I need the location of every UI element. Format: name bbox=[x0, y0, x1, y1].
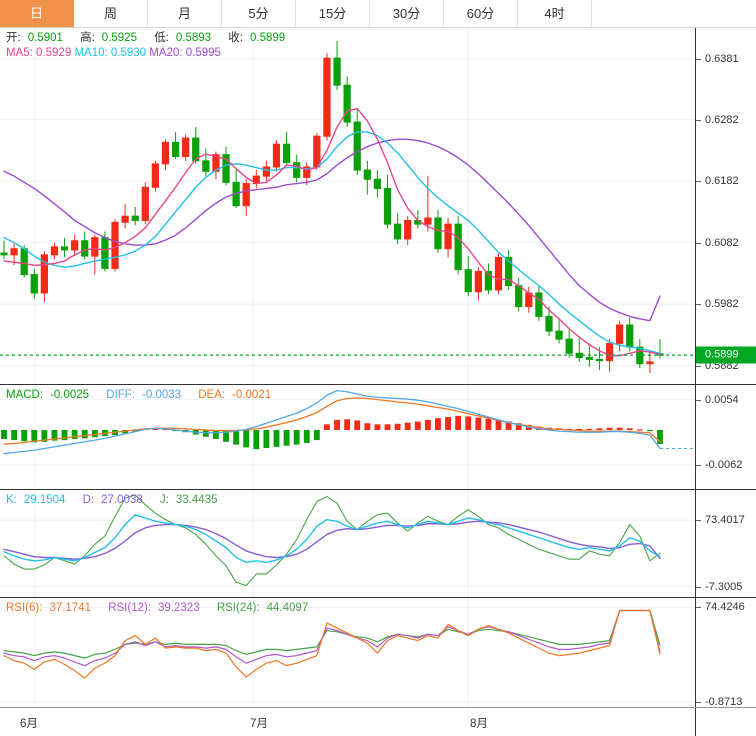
axis-tick-label: 74.4246 bbox=[705, 601, 745, 614]
kdj-plot-area[interactable] bbox=[0, 490, 695, 597]
price-plot-area[interactable] bbox=[0, 28, 695, 384]
price-legend-row1: 开: 0.5901 高: 0.5925 低: 0.5893 收: 0.5899 bbox=[6, 31, 299, 45]
axis-tick-label: 0.5982 bbox=[705, 298, 739, 311]
ma10-label: MA10: bbox=[74, 47, 108, 59]
open-label: 开: bbox=[6, 32, 21, 44]
kdj-axis: 73.4017 -7.3005 bbox=[695, 490, 756, 597]
tab-60min[interactable]: 60分 bbox=[444, 0, 518, 27]
time-axis: 6月 7月 8月 bbox=[0, 708, 756, 736]
price-axis: 0.6381 0.6282 0.6182 0.6082 0.5982 0.5882 0.58… bbox=[695, 28, 756, 384]
axis-tick bbox=[696, 242, 701, 244]
time-axis-label: 7月 bbox=[250, 718, 268, 730]
rsi12-label: RSI(12): bbox=[108, 602, 152, 614]
kdj-pane: K: 29.1504 D: 27.0038 J: 33.4435 73.4017 -7.… bbox=[0, 490, 756, 598]
open-value: 0.5901 bbox=[27, 32, 63, 44]
macd-legend: MACD: -0.0025 DIFF: -0.0033 DEA: -0.0021 bbox=[6, 388, 285, 402]
axis-tick bbox=[696, 520, 701, 522]
kdj-d-label: D: bbox=[82, 494, 95, 506]
diff-value: -0.0033 bbox=[142, 389, 182, 401]
tab-30min[interactable]: 30分 bbox=[370, 0, 444, 27]
rsi24-label: RSI(24): bbox=[216, 602, 260, 614]
axis-tick bbox=[696, 181, 701, 183]
macd-value: -0.0025 bbox=[50, 389, 90, 401]
price-legend-row2: MA5: 0.5929 MA10: 0.5930 MA20: 0.5995 bbox=[6, 46, 221, 60]
tabbar-filler bbox=[592, 0, 756, 27]
high-label: 高: bbox=[80, 32, 95, 44]
axis-tick-label: -0.0062 bbox=[705, 458, 743, 471]
axis-tick bbox=[696, 399, 701, 401]
dea-value: -0.0021 bbox=[232, 389, 272, 401]
rsi-legend: RSI(6): 37.1741 RSI(12): 39.2323 RSI(24): 4… bbox=[6, 601, 322, 615]
axis-tick-label: 73.4017 bbox=[705, 514, 745, 527]
current-price-badge: 0.5899 bbox=[696, 346, 756, 364]
axis-tick-label: 0.0054 bbox=[705, 393, 739, 406]
axis-tick-label: 0.6082 bbox=[705, 236, 739, 249]
time-axis-corner bbox=[695, 708, 756, 736]
diff-label: DIFF: bbox=[106, 389, 136, 401]
kdj-k-label: K: bbox=[6, 494, 17, 506]
rsi12-value: 39.2323 bbox=[158, 602, 200, 614]
close-value: 0.5899 bbox=[249, 32, 286, 44]
ma10-value: 0.5930 bbox=[110, 47, 147, 59]
rsi-axis: 74.4246 -0.8713 bbox=[695, 598, 756, 708]
rsi24-value: 44.4097 bbox=[266, 602, 309, 614]
kdj-legend: K: 29.1504 D: 27.0038 J: 33.4435 bbox=[6, 493, 231, 507]
kdj-d-value: 27.0038 bbox=[101, 494, 143, 506]
tab-5min[interactable]: 5分 bbox=[222, 0, 296, 27]
axis-tick bbox=[696, 586, 701, 588]
tab-day[interactable]: 日 bbox=[0, 0, 74, 27]
kdj-k-value: 29.1504 bbox=[23, 494, 66, 506]
kdj-j-label: J: bbox=[159, 494, 169, 506]
tab-4hour[interactable]: 4时 bbox=[518, 0, 592, 27]
axis-tick-label: 0.6381 bbox=[705, 52, 739, 65]
tab-month[interactable]: 月 bbox=[148, 0, 222, 27]
axis-tick bbox=[696, 701, 701, 703]
rsi6-value: 37.1741 bbox=[49, 602, 91, 614]
price-pane: 开: 0.5901 高: 0.5925 低: 0.5893 收: 0.5899 MA5:… bbox=[0, 28, 756, 385]
macd-pane: MACD: -0.0025 DIFF: -0.0033 DEA: -0.0021 0.… bbox=[0, 385, 756, 490]
axis-tick bbox=[696, 304, 701, 306]
kdj-j-value: 33.4435 bbox=[175, 494, 218, 506]
axis-tick bbox=[696, 365, 701, 367]
macd-axis: 0.0054 -0.0062 bbox=[695, 385, 756, 489]
axis-tick-label: -0.8713 bbox=[705, 695, 743, 708]
time-axis-labels: 6月 7月 8月 bbox=[0, 708, 695, 736]
axis-tick-label: 0.6182 bbox=[705, 175, 739, 188]
macd-label: MACD: bbox=[6, 389, 44, 401]
ma5-label: MA5: bbox=[6, 47, 33, 59]
tab-15min[interactable]: 15分 bbox=[296, 0, 370, 27]
high-value: 0.5925 bbox=[101, 32, 137, 44]
axis-tick bbox=[696, 119, 701, 121]
timeframe-tabbar: 日 周 月 5分 15分 30分 60分 4时 bbox=[0, 0, 756, 28]
time-axis-label: 6月 bbox=[20, 718, 38, 730]
axis-tick bbox=[696, 607, 701, 609]
low-label: 低: bbox=[154, 32, 169, 44]
low-value: 0.5893 bbox=[175, 32, 212, 44]
axis-tick bbox=[696, 58, 701, 60]
axis-tick-label: 0.6282 bbox=[705, 113, 739, 126]
rsi-plot-area[interactable] bbox=[0, 598, 695, 707]
ma5-value: 0.5929 bbox=[36, 47, 72, 59]
ma20-label: MA20: bbox=[149, 47, 183, 59]
rsi-pane: RSI(6): 37.1741 RSI(12): 39.2323 RSI(24): 4… bbox=[0, 598, 756, 708]
rsi6-label: RSI(6): bbox=[6, 602, 43, 614]
ma20-value: 0.5995 bbox=[185, 47, 221, 59]
axis-tick bbox=[696, 464, 701, 466]
time-axis-label: 8月 bbox=[470, 718, 488, 730]
tab-week[interactable]: 周 bbox=[74, 0, 148, 27]
close-label: 收: bbox=[228, 32, 243, 44]
axis-tick-label: -7.3005 bbox=[705, 580, 743, 593]
macd-plot-area[interactable] bbox=[0, 385, 695, 489]
dea-label: DEA: bbox=[198, 389, 226, 401]
